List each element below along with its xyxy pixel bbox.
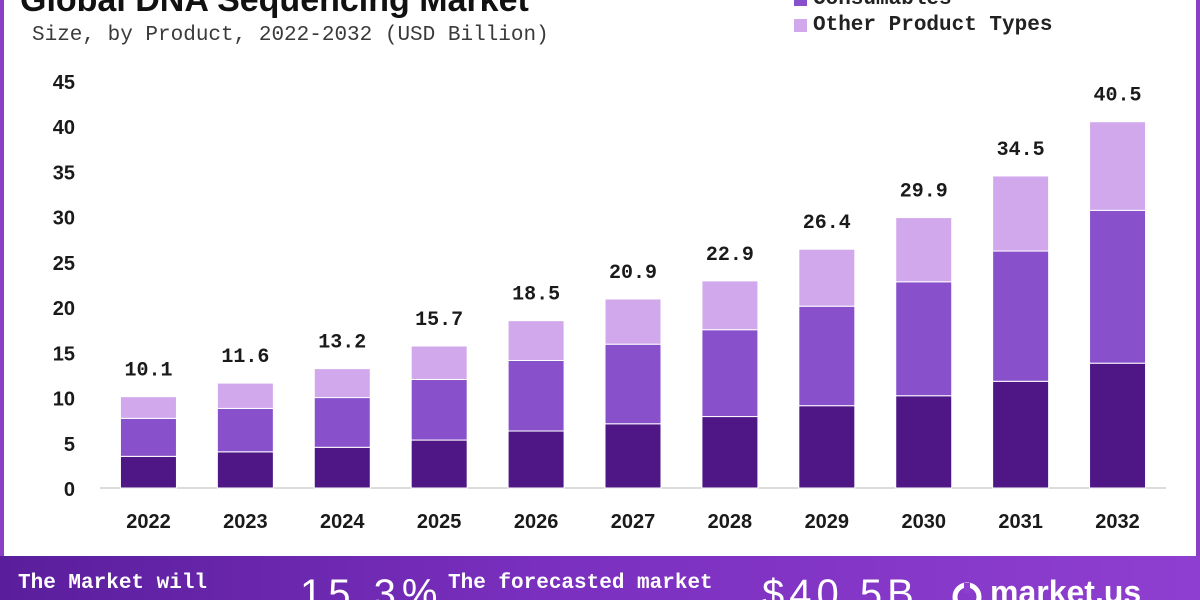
bar-segment-other-product-types xyxy=(701,280,759,331)
x-tick-label: 2023 xyxy=(223,511,268,533)
footer-banner: The Market will 15.3% The forecasted mar… xyxy=(0,556,1200,600)
bar-segment-consumables xyxy=(895,281,953,397)
bar-segment-series-1 xyxy=(119,455,177,489)
bar-total-label: 15.7 xyxy=(415,309,463,332)
y-tick-label: 20 xyxy=(53,298,75,320)
bar-total-label: 29.9 xyxy=(900,181,948,204)
x-tick-label: 2032 xyxy=(1095,511,1140,533)
bar-segment-series-1 xyxy=(992,380,1050,489)
bar-segment-other-product-types xyxy=(992,175,1050,252)
bar-segment-series-1 xyxy=(701,416,759,489)
bar-segment-other-product-types xyxy=(604,298,662,345)
bar-total-label: 40.5 xyxy=(1094,85,1142,108)
bar-segment-other-product-types xyxy=(798,248,856,307)
footer-brand: market.us xyxy=(990,574,1142,600)
footer-mid-text: The forecasted market xyxy=(448,572,713,595)
bar-segment-consumables xyxy=(313,397,371,448)
bar-segment-series-1 xyxy=(410,439,468,489)
bar-segment-other-product-types xyxy=(895,217,953,283)
bar-segment-consumables xyxy=(604,343,662,425)
bar-segment-other-product-types xyxy=(1089,121,1147,211)
x-tick-label: 2026 xyxy=(514,511,559,533)
right-border xyxy=(1196,0,1200,556)
bar-segment-other-product-types xyxy=(410,345,468,380)
chart-plot: 05101520253035404510.1202211.6202313.220… xyxy=(53,72,1166,533)
bar-total-label: 34.5 xyxy=(997,139,1045,162)
legend-label-other-product-types: Other Product Types xyxy=(813,13,1053,37)
footer-cagr-value: 15.3% xyxy=(300,572,444,600)
bar-total-label: 10.1 xyxy=(124,360,172,383)
x-tick-label: 2024 xyxy=(320,511,365,533)
chart-title: Global DNA Sequencing Market xyxy=(20,0,529,19)
bar-segment-series-1 xyxy=(1089,362,1147,489)
y-tick-label: 45 xyxy=(53,72,75,94)
bar-segment-series-1 xyxy=(216,451,274,489)
x-tick-label: 2025 xyxy=(417,511,462,533)
x-tick-label: 2022 xyxy=(126,511,171,533)
footer-market-value: $40.5B xyxy=(762,572,919,600)
legend-item-consumables: Consumables xyxy=(794,0,1052,12)
y-tick-label: 35 xyxy=(53,162,75,184)
x-tick-label: 2030 xyxy=(901,511,946,533)
y-tick-label: 0 xyxy=(64,479,75,501)
bar-segment-other-product-types xyxy=(507,320,565,361)
bar-segment-consumables xyxy=(992,250,1050,382)
bar-total-label: 13.2 xyxy=(318,332,366,355)
bar-segment-series-1 xyxy=(798,405,856,489)
bar-total-label: 22.9 xyxy=(706,244,754,267)
y-tick-label: 10 xyxy=(53,389,75,411)
left-border xyxy=(0,0,4,556)
legend-label-consumables: Consumables xyxy=(813,0,952,11)
bar-total-label: 11.6 xyxy=(221,346,269,369)
legend-swatch-consumables xyxy=(794,0,807,6)
x-tick-label: 2028 xyxy=(708,511,753,533)
y-tick-label: 5 xyxy=(64,434,75,456)
bar-segment-series-1 xyxy=(895,395,953,489)
bar-segment-series-1 xyxy=(313,446,371,489)
y-tick-label: 15 xyxy=(53,343,75,365)
legend-swatch-other-product-types xyxy=(794,18,807,32)
x-tick-label: 2027 xyxy=(611,511,656,533)
bar-total-label: 26.4 xyxy=(803,212,851,235)
footer-left-text: The Market will xyxy=(18,572,208,595)
bar-segment-consumables xyxy=(798,305,856,407)
bar-segment-series-1 xyxy=(604,423,662,489)
x-tick-label: 2029 xyxy=(805,511,850,533)
bar-segment-consumables xyxy=(507,359,565,432)
x-tick-label: 2031 xyxy=(998,511,1043,533)
bar-segment-consumables xyxy=(119,417,177,457)
bar-total-label: 20.9 xyxy=(609,262,657,285)
y-tick-label: 25 xyxy=(53,253,75,275)
market-us-logo-icon xyxy=(952,582,982,600)
legend-item-other-product-types: Other Product Types xyxy=(794,12,1052,38)
y-tick-label: 40 xyxy=(53,117,75,139)
y-tick-label: 30 xyxy=(53,208,75,230)
bar-segment-consumables xyxy=(216,407,274,453)
chart-legend: Consumables Other Product Types xyxy=(794,0,1052,38)
bar-segment-consumables xyxy=(701,329,759,418)
bar-total-label: 18.5 xyxy=(512,284,560,307)
bar-segment-consumables xyxy=(1089,209,1147,364)
bar-segment-series-1 xyxy=(507,430,565,489)
bar-segment-other-product-types xyxy=(216,382,274,409)
chart-subtitle: Size, by Product, 2022-2032 (USD Billion… xyxy=(32,24,549,47)
bar-segment-other-product-types xyxy=(119,396,177,419)
bar-segment-consumables xyxy=(410,378,468,441)
bar-segment-other-product-types xyxy=(313,368,371,399)
